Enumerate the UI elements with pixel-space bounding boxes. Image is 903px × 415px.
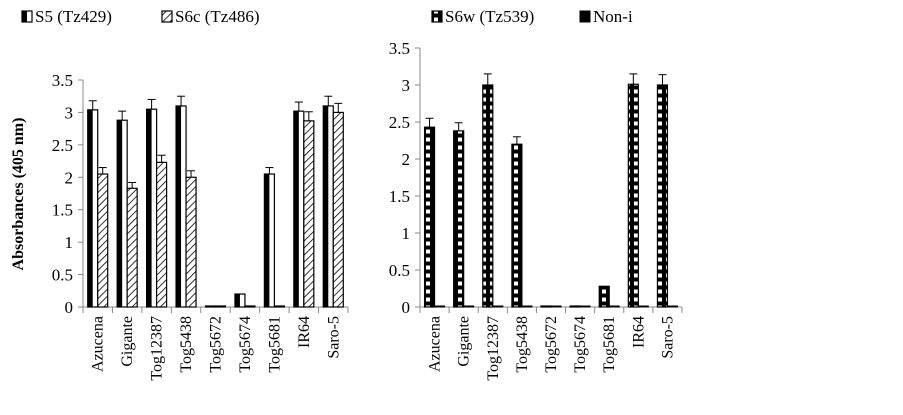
y-tick-label: 1 (65, 233, 74, 252)
bar-solid (608, 305, 620, 308)
bar-half-black-fill (205, 306, 211, 307)
bar-checker (598, 285, 610, 308)
bar-half-black-fill (87, 109, 93, 307)
bar-hatch (273, 305, 285, 308)
bar-hatch (156, 161, 168, 308)
bar-hatch (332, 111, 344, 308)
legend-swatch-hatch (161, 10, 173, 23)
bar-checker (482, 84, 494, 308)
y-tick-label: 1 (402, 224, 411, 243)
y-tick-label: 1.5 (389, 187, 410, 206)
y-tick-label: 2.5 (389, 113, 410, 132)
legend-swatch-checker (431, 10, 443, 23)
y-tick-label: 3.5 (52, 71, 73, 90)
bar-half-black-fill (117, 120, 123, 307)
x-category-label: Tog5681 (266, 316, 283, 373)
bar-hatch (126, 187, 138, 308)
bar-solid (492, 305, 504, 308)
x-category-label: Saro-5 (325, 316, 342, 359)
bar-half-black-fill (323, 105, 329, 307)
y-tick-label: 2.5 (52, 136, 73, 155)
bar-solid (550, 305, 562, 308)
bar-checker (656, 84, 669, 308)
bar-checker (453, 130, 465, 308)
x-category-label: Tog12387 (149, 316, 166, 381)
bar-solid (463, 305, 475, 308)
bar-checker (627, 83, 639, 308)
x-category-label: Tog5672 (208, 316, 225, 373)
bar-solid (666, 305, 678, 308)
x-category-label: Tog5681 (601, 316, 618, 373)
legend-swatch-solid (579, 10, 591, 23)
y-tick-label: 3 (65, 103, 74, 122)
legend-label: S5 (Tz429) (35, 7, 112, 26)
y-tick-label: 0 (402, 298, 411, 317)
bar-hatch (244, 305, 256, 308)
y-tick-label: 0.5 (52, 266, 73, 285)
y-tick-label: 1.5 (52, 201, 73, 220)
bar-hatch (185, 176, 197, 308)
y-tick-label: 2 (65, 168, 74, 187)
bar-half-black-fill (234, 294, 240, 307)
left-chart: Absorbances (405 nm) 0 0.5 1 1.5 2 2.5 3 3.5 Azu… (10, 7, 349, 381)
x-category-label: Tog5672 (543, 316, 560, 373)
bar-solid (434, 305, 446, 308)
x-category-label: IR64 (296, 316, 313, 348)
bar-half-black-fill (176, 105, 182, 307)
bar-solid (579, 305, 591, 308)
bar-checker (423, 126, 436, 308)
x-category-label: Saro-5 (659, 316, 676, 359)
bar-solid (521, 305, 533, 308)
right-chart: 0 0.5 1 1.5 2 2.5 3 3.5 Azucena Gigante Tog12387 To… (389, 7, 683, 381)
y-tick-label: 3.5 (389, 39, 410, 58)
x-category-label: Azucena (90, 316, 107, 372)
y-tick-label: 2 (402, 150, 411, 169)
x-category-label: Tog12387 (485, 316, 502, 381)
y-tick-label: 0 (65, 298, 74, 317)
bar-hatch (303, 120, 315, 308)
x-category-label: Gigante (119, 316, 136, 367)
legend-swatch-half-black-fill (22, 11, 27, 22)
x-category-label: Tog5438 (514, 316, 531, 373)
x-category-label: Azucena (427, 316, 444, 372)
y-tick-label: 0.5 (389, 261, 410, 280)
y-tick-label: 3 (402, 76, 411, 95)
bar-half-black-fill (293, 111, 299, 307)
bar-checker (540, 305, 552, 308)
legend-label: S6c (Tz486) (175, 7, 260, 26)
y-axis-title: Absorbances (405 nm) (10, 118, 27, 271)
x-category-label: Tog5674 (572, 316, 589, 373)
legend-label: Non-i (593, 7, 633, 26)
bar-checker (511, 143, 523, 308)
x-category-label: Tog5438 (178, 316, 195, 373)
bar-hatch (214, 305, 227, 308)
x-category-label: IR64 (630, 316, 647, 348)
bar-hatch (97, 173, 109, 308)
bar-solid (637, 305, 649, 308)
bar-checker (569, 305, 581, 308)
x-category-label: Tog5674 (237, 316, 254, 373)
bar-half-black-fill (264, 174, 270, 307)
x-category-label: Gigante (456, 316, 473, 367)
bar-half-black-fill (146, 109, 152, 307)
legend-label: S6w (Tz539) (445, 7, 534, 26)
